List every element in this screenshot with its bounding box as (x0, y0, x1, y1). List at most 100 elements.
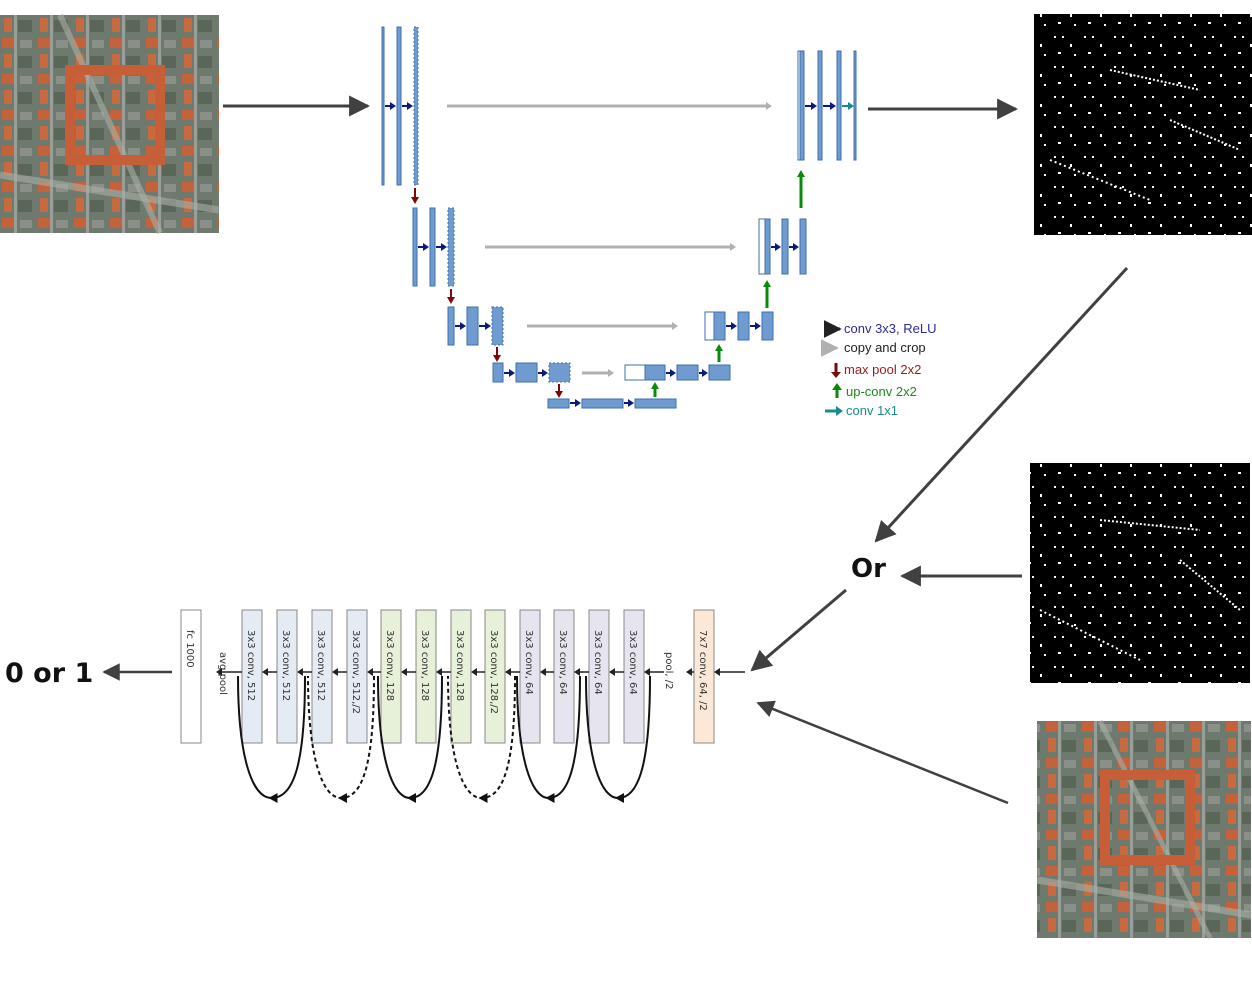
legend-conv: conv 3x3, ReLU (823, 320, 937, 338)
legend-pool: max pool 2x2 (831, 362, 921, 378)
resnet-forward-arrowhead-16 (436, 668, 442, 676)
unet-l4-copy-arrow-head (608, 369, 614, 377)
resnet-layer-10: 3x3 conv, 512,/2 (346, 609, 368, 744)
resnet-forward-arrowhead-2 (686, 668, 692, 676)
unet-l1-pool-arrow-head (411, 197, 419, 204)
unet-l3-copy-arrow-head (672, 322, 678, 330)
unet-d1-conv1x1-arrow-head (848, 102, 854, 110)
resnet-layer-label-7: 3x3 conv, 128 (454, 630, 465, 701)
unet-d4-conv-arrow-1-head (670, 369, 676, 377)
resnet-layer-box-0 (693, 609, 715, 744)
resnet-layer-label-8: 3x3 conv, 128 (419, 630, 430, 701)
unet-d2-conv-arrow-2-head (793, 243, 799, 251)
resnet-layer-label-1: pool, /2 (663, 652, 674, 689)
resnet-layer-label-0: 7x7 conv, 64, /2 (697, 630, 708, 711)
unet-diagram (381, 26, 857, 409)
resnet-layer-label-10: 3x3 conv, 512,/2 (350, 630, 361, 714)
resnet-forward-arrowhead-26 (262, 668, 268, 676)
unet-d1-conv-block-1 (817, 50, 823, 161)
unet-l1-conv-arrow-1-head (390, 102, 396, 110)
unet-d1-conv-block-2 (836, 50, 842, 161)
resnet-skip-arrowhead-3 (407, 793, 416, 803)
resnet-layer-label-14: avg pool (217, 652, 228, 695)
resnet-forward-arrowhead-6 (609, 668, 615, 676)
ground-truth-mask-image (1030, 463, 1250, 683)
resnet-layer-6: 3x3 conv, 128,/2 (484, 609, 506, 744)
resnet-layer-box-10 (346, 609, 368, 744)
bottom-aerial-image (1036, 719, 1252, 940)
unet-d4-conv-arrow-2-head (702, 369, 708, 377)
unet-l4-conv-block-1 (515, 362, 538, 383)
resnet-layer-label-6: 3x3 conv, 128,/2 (488, 630, 499, 714)
resnet-forward-arrowhead-10 (540, 668, 546, 676)
unet-l1-conv-arrow-2-head (407, 102, 413, 110)
mask-to-or-arrow (874, 266, 1129, 543)
unet-l3-conv-arrow-1-head (460, 322, 466, 330)
resnet-layer-box-15 (180, 609, 202, 744)
or-label: Or (851, 554, 886, 584)
unet-l3-pool-block (447, 306, 455, 346)
unet-d1-conv-arrow-1-head (811, 102, 817, 110)
unet-bottom-upconv-arrow-head (651, 382, 659, 389)
resnet-forward-arrowhead-24 (297, 668, 303, 676)
unet-d4-conv-block-1 (676, 364, 699, 381)
resnet-skip-arrowhead-0 (615, 793, 624, 803)
unet-d2-conv-block-1 (781, 218, 789, 275)
resnet-forward-arrowhead-20 (367, 668, 373, 676)
resnet-layer-box-3 (588, 609, 610, 744)
resnet-layer-box-9 (380, 609, 402, 744)
resnet-layer-label-2: 3x3 conv, 64 (627, 630, 638, 695)
output-label: 0 or 1 (5, 658, 93, 689)
resnet-layer-9: 3x3 conv, 128 (380, 609, 402, 744)
unet-d2-concat-fill (764, 218, 771, 275)
resnet-forward-arrowhead-28 (216, 668, 222, 676)
resnet-forward-arrowhead-14 (471, 668, 477, 676)
unet-l1-conv-block-2 (413, 26, 419, 186)
legend-copy: copy and crop (820, 339, 926, 357)
resnet-skip-arrowhead-4 (338, 793, 347, 803)
resnet-layer-label-11: 3x3 conv, 512 (315, 630, 326, 701)
unet-l4-conv-arrow-1-head (509, 369, 515, 377)
unet-d2-conv-block-2 (799, 218, 807, 275)
unet-l3-conv-block-2 (491, 306, 504, 346)
resnet-layer-box-4 (553, 609, 575, 744)
unet-d4-upconv-arrow-head (715, 344, 723, 351)
resnet-diagram: 7x7 conv, 64, /2 pool, /2 3x3 conv, 64 3x3 … (180, 609, 745, 803)
resnet-layer-box-12 (276, 609, 298, 744)
unet-legend: conv 3x3, ReLU copy and crop max pool 2x… (820, 320, 937, 418)
resnet-layer-label-4: 3x3 conv, 64 (557, 630, 568, 695)
resnet-layer-box-11 (311, 609, 333, 744)
unet-l4-conv-arrow-2-head (542, 369, 548, 377)
unet-d2-conv-arrow-1-head (775, 243, 781, 251)
resnet-forward-arrowhead-0 (714, 668, 720, 676)
unet-d3-concat-fill (713, 311, 726, 341)
resnet-layer-13: 3x3 conv, 512 (241, 609, 263, 744)
resnet-layer-7: 3x3 conv, 128 (450, 609, 472, 744)
unet-l2-conv-block-2 (447, 207, 455, 287)
unet-bottom-pool-block (547, 398, 570, 409)
resnet-skip-arrowhead-5 (268, 793, 278, 803)
unet-d1-output-block (853, 50, 857, 161)
unet-d1-conv-arrow-2-head (830, 102, 836, 110)
resnet-layer-label-3: 3x3 conv, 64 (592, 630, 603, 695)
unet-l2-copy-arrow-head (730, 243, 736, 251)
unet-bottom-conv-block-2 (634, 398, 677, 409)
resnet-layer-label-13: 3x3 conv, 512 (245, 630, 256, 701)
legend-copy-label: copy and crop (844, 340, 926, 355)
resnet-skip-arrowhead-2 (478, 793, 488, 803)
resnet-layer-label-12: 3x3 conv, 512 (280, 630, 291, 701)
unet-d3-conv-block-1 (737, 311, 750, 341)
resnet-forward-arrowhead-18 (401, 668, 407, 676)
legend-pool-label: max pool 2x2 (844, 362, 921, 377)
resnet-forward-arrowhead-8 (574, 668, 580, 676)
resnet-forward-arrowhead-12 (505, 668, 511, 676)
unet-l4-conv-block-2 (548, 362, 571, 383)
unet-l1-copy-arrow-head (766, 102, 772, 110)
unet-l3-conv-arrow-2-head (485, 322, 491, 330)
resnet-layer-3: 3x3 conv, 64 (588, 609, 610, 744)
unet-l2-conv-arrow-2-head (441, 243, 447, 251)
resnet-layer-label-15: fc 1000 (184, 630, 195, 668)
resnet-layer-box-13 (241, 609, 263, 744)
resnet-layer-12: 3x3 conv, 512 (276, 609, 298, 744)
unet-l2-pool-block (412, 207, 418, 287)
